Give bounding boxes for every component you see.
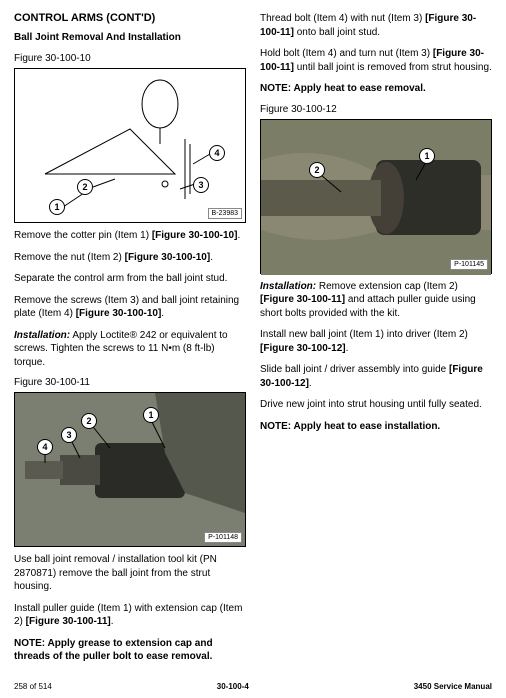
r-p5: Install new ball joint (Item 1) into dri…	[260, 328, 492, 355]
fig11-drawing	[15, 393, 245, 548]
callout-4b: 4	[37, 439, 53, 455]
callout-4: 4	[209, 145, 225, 161]
header: CONTROL ARMS (CONT'D)	[14, 12, 246, 24]
fig10: 1 2 3 4 B-23983	[14, 68, 246, 223]
l-p6: Use ball joint removal / installation to…	[14, 553, 246, 594]
foot-left: 258 of 514	[14, 682, 52, 691]
left-column: CONTROL ARMS (CONT'D) Ball Joint Removal…	[14, 12, 246, 672]
r-p1: Thread bolt (Item 4) with nut (Item 3) […	[260, 12, 492, 39]
fig11: 1 2 3 4 P-101148	[14, 392, 246, 547]
l-p8: NOTE: Apply grease to extension cap and …	[14, 637, 246, 664]
l-p4: Remove the screws (Item 3) and ball join…	[14, 294, 246, 321]
l-p2: Remove the nut (Item 2) [Figure 30-100-1…	[14, 251, 246, 265]
fig11-tag: P-101148	[204, 532, 242, 543]
right-column: Thread bolt (Item 4) with nut (Item 3) […	[260, 12, 492, 672]
callout-1: 1	[49, 199, 65, 215]
fig12-label: Figure 30-100-12	[260, 104, 492, 115]
callout-3: 3	[193, 177, 209, 193]
r-p2: Hold bolt (Item 4) and turn nut (Item 3)…	[260, 47, 492, 74]
foot-center: 30-100-4	[217, 682, 249, 691]
callout-2b: 2	[81, 413, 97, 429]
callout-2c: 2	[309, 162, 325, 178]
callout-1c: 1	[419, 148, 435, 164]
callout-1b: 1	[143, 407, 159, 423]
l-p7: Install puller guide (Item 1) with exten…	[14, 602, 246, 629]
fig12-tag: P-101145	[450, 259, 488, 270]
fig12-drawing	[261, 120, 491, 275]
callout-3b: 3	[61, 427, 77, 443]
page: CONTROL ARMS (CONT'D) Ball Joint Removal…	[0, 0, 506, 676]
columns: CONTROL ARMS (CONT'D) Ball Joint Removal…	[14, 12, 492, 672]
r-p8: NOTE: Apply heat to ease installation.	[260, 420, 492, 434]
fig12: 1 2 P-101145	[260, 119, 492, 274]
fig10-label: Figure 30-100-10	[14, 53, 246, 64]
callout-2: 2	[77, 179, 93, 195]
fig10-tag: B-23983	[208, 208, 242, 219]
footer: 258 of 514 30-100-4 3450 Service Manual	[0, 676, 506, 695]
l-p3: Separate the control arm from the ball j…	[14, 272, 246, 286]
r-p3: NOTE: Apply heat to ease removal.	[260, 82, 492, 96]
foot-right: 3450 Service Manual	[414, 682, 492, 691]
l-p1: Remove the cotter pin (Item 1) [Figure 3…	[14, 229, 246, 243]
r-p7: Drive new joint into strut housing until…	[260, 398, 492, 412]
r-p6: Slide ball joint / driver assembly into …	[260, 363, 492, 390]
l-p5: Installation: Apply Loctite® 242 or equi…	[14, 329, 246, 370]
fig11-label: Figure 30-100-11	[14, 377, 246, 388]
subheader: Ball Joint Removal And Installation	[14, 32, 246, 43]
r-p4: Installation: Remove extension cap (Item…	[260, 280, 492, 321]
